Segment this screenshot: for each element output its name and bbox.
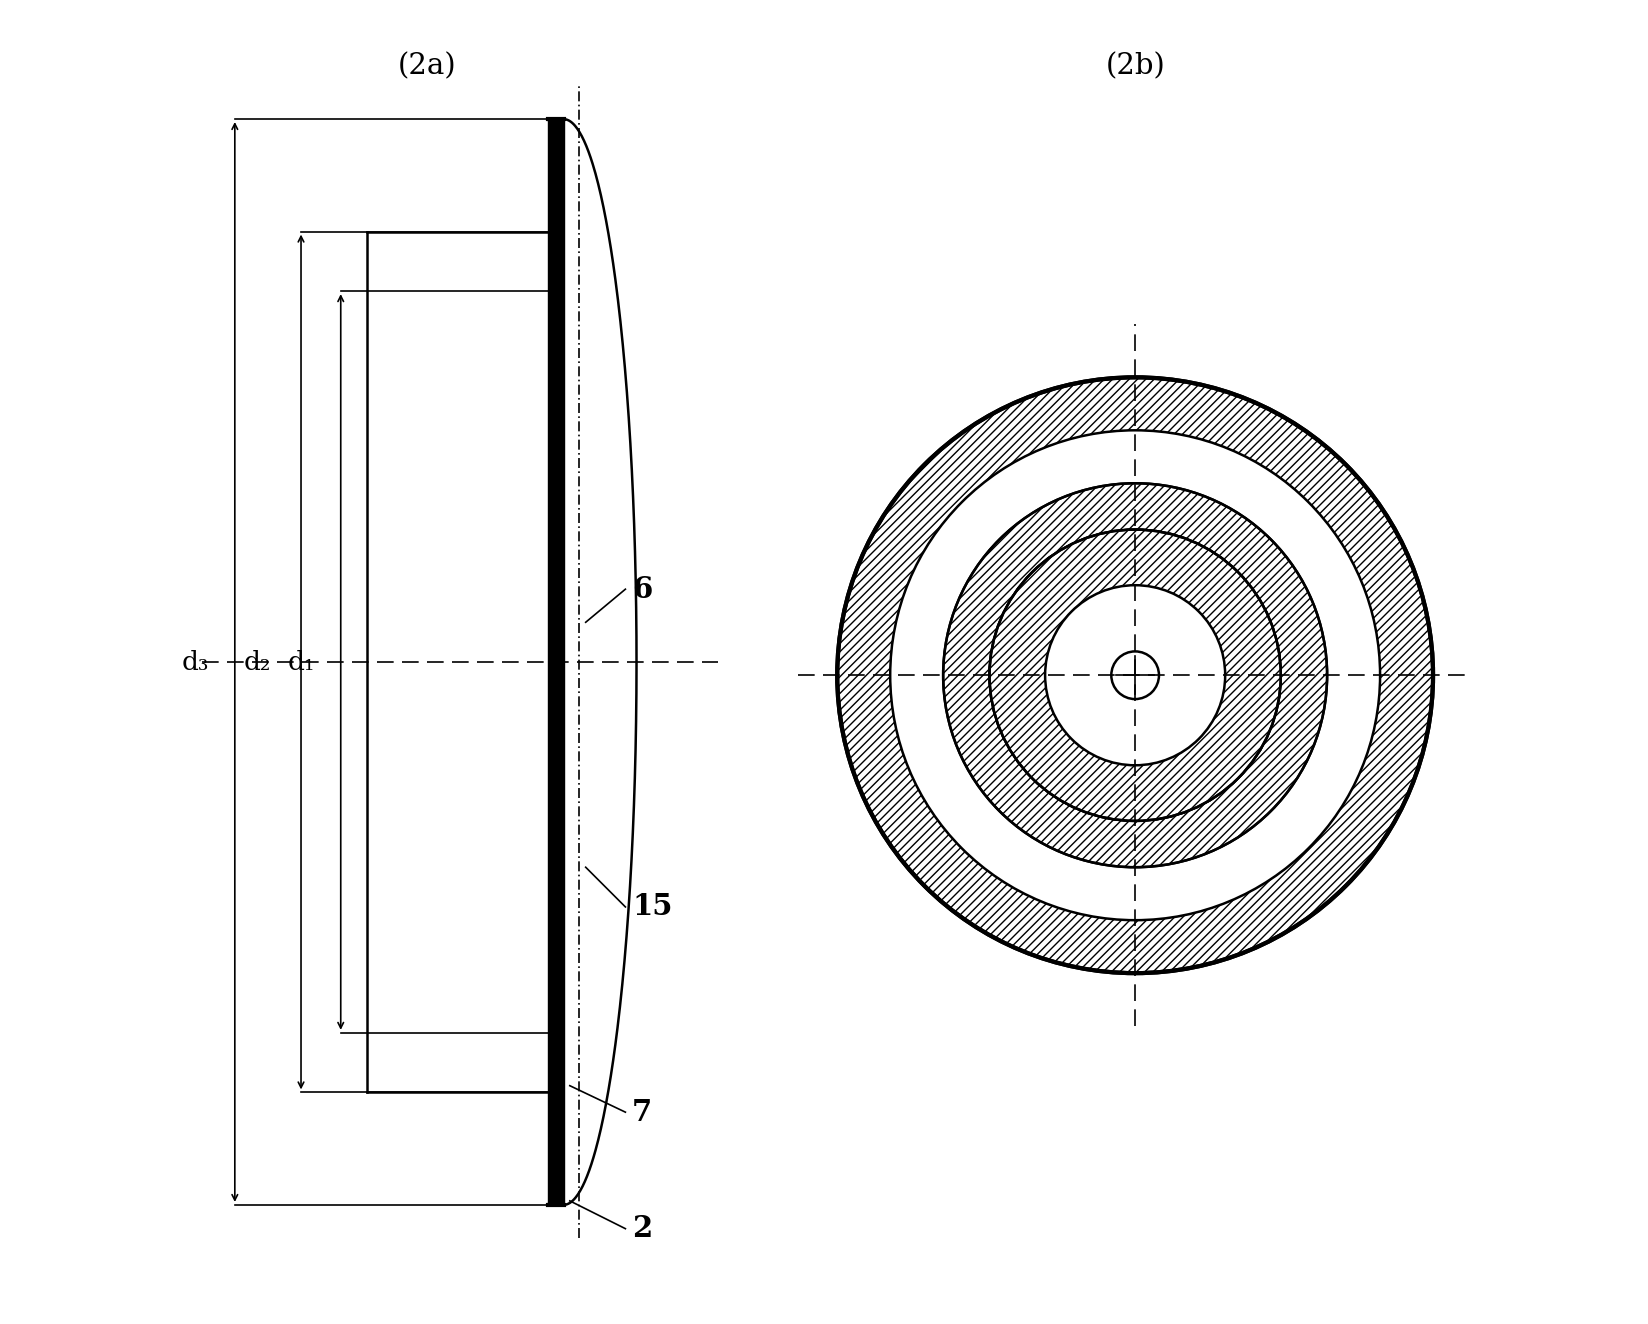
Text: 2: 2 — [633, 1214, 653, 1243]
Ellipse shape — [943, 483, 1327, 867]
Text: 6: 6 — [633, 575, 653, 604]
Text: 7: 7 — [633, 1098, 653, 1127]
Text: 15: 15 — [633, 892, 672, 922]
Ellipse shape — [837, 377, 1434, 973]
Text: d₁: d₁ — [287, 650, 315, 674]
Ellipse shape — [1045, 585, 1224, 765]
Ellipse shape — [989, 530, 1280, 821]
Text: (2a): (2a) — [397, 52, 456, 81]
Ellipse shape — [890, 430, 1379, 920]
Text: d₃: d₃ — [181, 650, 209, 674]
Ellipse shape — [1111, 651, 1159, 699]
Text: d₂: d₂ — [244, 650, 270, 674]
Text: (2b): (2b) — [1106, 52, 1165, 81]
